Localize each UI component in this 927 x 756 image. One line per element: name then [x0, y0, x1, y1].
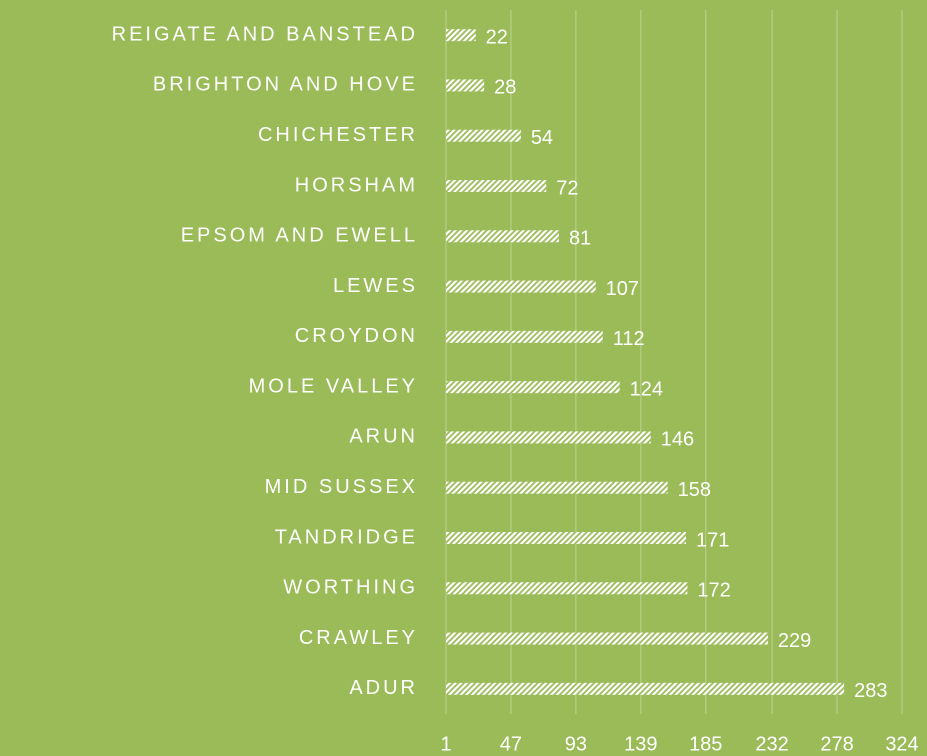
bar [446, 280, 596, 293]
value-label: 283 [854, 680, 887, 702]
y-tick-label: BRIGHTON AND HOVE [153, 74, 418, 96]
value-label: 22 [486, 26, 508, 48]
x-tick-label: 93 [565, 733, 587, 755]
value-label: 229 [778, 630, 811, 652]
bar [446, 29, 476, 42]
value-label: 28 [494, 77, 516, 99]
y-tick-label: CRAWLEY [299, 627, 418, 649]
bar [446, 79, 485, 92]
y-tick-label: EPSOM AND EWELL [181, 225, 418, 247]
bar [446, 230, 559, 243]
value-label: 124 [630, 378, 663, 400]
y-tick-label: HORSHAM [295, 174, 418, 196]
x-tick-label: 324 [885, 733, 918, 755]
value-label: 112 [613, 328, 645, 350]
value-label: 172 [697, 580, 730, 602]
value-label: 158 [678, 479, 711, 501]
bar [446, 330, 603, 343]
x-tick-label: 232 [755, 733, 788, 755]
bar [446, 381, 620, 394]
y-tick-label: ARUN [349, 426, 418, 448]
bar [446, 632, 768, 645]
value-label: 72 [556, 177, 578, 199]
bar [446, 481, 668, 494]
y-tick-label: LEWES [333, 275, 418, 297]
bar [446, 431, 651, 444]
bar [446, 532, 686, 544]
bar [446, 180, 547, 192]
y-tick-label: ADUR [349, 677, 418, 699]
value-label: 107 [606, 278, 639, 300]
y-tick-label: CROYDON [295, 325, 418, 347]
bar [446, 582, 688, 595]
y-tick-label: WORTHING [283, 577, 418, 599]
y-tick-label: TANDRIDGE [275, 526, 418, 548]
bar [446, 129, 521, 142]
y-tick-label: CHICHESTER [258, 124, 418, 146]
value-label: 146 [661, 429, 694, 451]
y-tick-label: MOLE VALLEY [249, 375, 418, 397]
x-tick-label: 278 [820, 733, 853, 755]
y-tick-label: REIGATE AND BANSTEAD [112, 23, 418, 45]
x-tick-label: 47 [500, 733, 522, 755]
value-label: 81 [569, 228, 591, 250]
x-tick-label: 139 [624, 733, 657, 755]
y-tick-label: MID SUSSEX [265, 476, 418, 498]
x-tick-label: 1 [440, 733, 451, 755]
bar [446, 682, 845, 695]
value-label: 171 [696, 529, 729, 551]
x-tick-label: 185 [689, 733, 722, 755]
value-label: 54 [531, 127, 553, 149]
